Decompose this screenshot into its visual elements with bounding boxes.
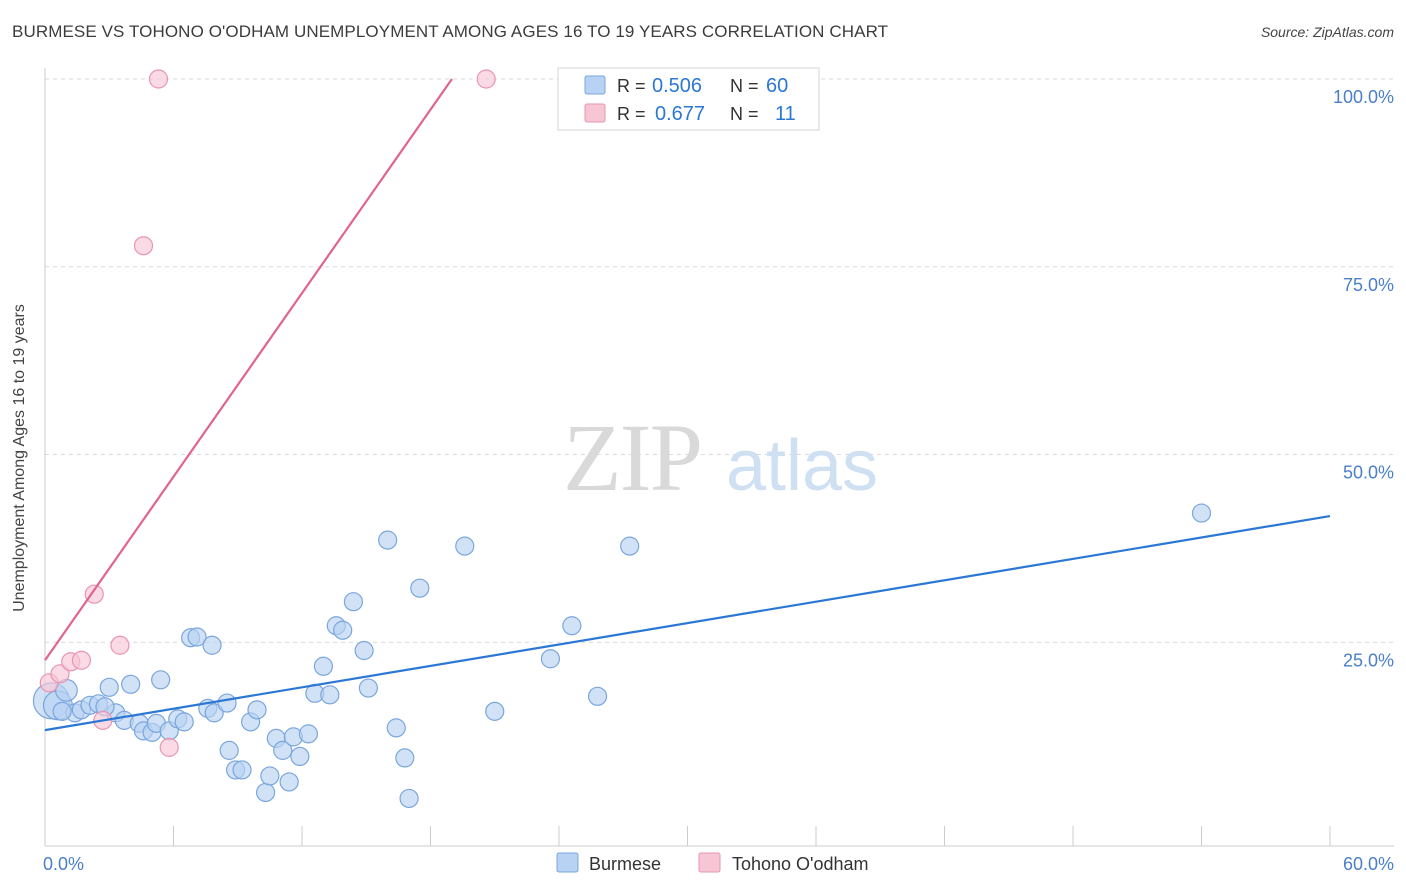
- legend-label-burmese[interactable]: Burmese: [589, 854, 661, 874]
- burmese-point: [99, 677, 119, 697]
- y-tick-label: 75.0%: [1343, 275, 1394, 295]
- stats-n-value-burmese: 60: [766, 75, 788, 97]
- burmese-point: [399, 788, 419, 809]
- tohono-point: [84, 584, 104, 604]
- trend-lines: [44, 78, 1331, 732]
- stats-r-value-burmese: 0.506: [652, 75, 702, 97]
- burmese-point: [410, 578, 430, 598]
- burmese-point: [273, 740, 293, 760]
- legend-label-tohono[interactable]: Tohono O'odham: [732, 854, 869, 874]
- burmese-point: [219, 740, 239, 760]
- burmese-point: [333, 620, 353, 640]
- burmese-point: [455, 536, 475, 556]
- tohono-point: [159, 737, 179, 757]
- burmese-point: [247, 700, 267, 720]
- burmese-point: [378, 530, 398, 550]
- burmese-point: [320, 685, 340, 705]
- burmese-point: [174, 712, 194, 732]
- burmese-point: [540, 649, 561, 669]
- burmese-point: [358, 678, 378, 698]
- tohono-point: [148, 69, 169, 89]
- burmese-point: [395, 748, 415, 768]
- watermark: ZIP atlas: [563, 404, 878, 511]
- tohono-point: [50, 664, 70, 684]
- stats-r-label-tohono: R =: [617, 104, 646, 124]
- stats-swatch-burmese: [584, 75, 606, 95]
- x-tick-label: 0.0%: [43, 854, 84, 874]
- stats-n-label-burmese: N =: [730, 76, 759, 96]
- burmese-point: [204, 703, 224, 723]
- burmese-point: [202, 635, 222, 655]
- burmese-point: [343, 592, 363, 612]
- tohono-point: [476, 69, 496, 89]
- burmese-point: [217, 693, 237, 713]
- trend-line-burmese: [44, 514, 1331, 732]
- source-label: Source: ZipAtlas.com: [1260, 24, 1394, 40]
- burmese-point: [1191, 503, 1212, 523]
- burmese-point: [562, 616, 582, 636]
- burmese-point: [279, 772, 299, 792]
- watermark-atlas: atlas: [726, 426, 878, 506]
- tohono-point: [71, 650, 92, 670]
- stats-r-value-tohono: 0.677: [655, 103, 705, 125]
- burmese-point: [587, 686, 608, 706]
- series-legend: Burmese Tohono O'odham: [556, 852, 869, 874]
- burmese-point: [620, 536, 640, 556]
- stats-n-label-tohono: N =: [730, 104, 759, 124]
- gridlines: [45, 78, 1394, 643]
- x-tick-labels: 0.0% 60.0%: [43, 854, 1394, 874]
- burmese-point: [290, 746, 310, 767]
- burmese-point: [260, 766, 280, 786]
- burmese-point: [298, 724, 319, 744]
- series-tohono: [39, 69, 496, 757]
- burmese-point: [485, 701, 505, 721]
- legend-swatch-tohono[interactable]: [698, 852, 721, 873]
- legend-swatch-burmese[interactable]: [556, 852, 579, 873]
- trend-line-tohono: [44, 78, 453, 661]
- chart-title: BURMESE VS TOHONO O'ODHAM UNEMPLOYMENT A…: [12, 22, 889, 41]
- burmese-point: [52, 701, 72, 721]
- burmese-point: [232, 760, 252, 780]
- y-tick-labels: 25.0% 50.0% 75.0% 100.0%: [1333, 87, 1394, 670]
- y-tick-label: 50.0%: [1343, 463, 1394, 483]
- burmese-point: [121, 674, 141, 694]
- stats-r-label-burmese: R =: [617, 76, 646, 96]
- burmese-point: [386, 718, 406, 738]
- burmese-point: [187, 627, 207, 647]
- stats-swatch-tohono: [584, 103, 606, 123]
- y-tick-label: 25.0%: [1343, 650, 1394, 670]
- watermark-zip: ZIP: [563, 404, 701, 511]
- burmese-point: [151, 670, 171, 690]
- y-tick-label: 100.0%: [1333, 87, 1394, 107]
- series-burmese: [32, 503, 1212, 809]
- burmese-point: [354, 640, 374, 661]
- burmese-point: [255, 782, 276, 803]
- stats-legend: R = 0.506 N = 60 R = 0.677 N = 11: [557, 67, 820, 131]
- x-tick-label: 60.0%: [1343, 854, 1394, 874]
- stats-n-value-tohono: 11: [775, 103, 796, 125]
- tohono-point: [133, 236, 154, 256]
- tohono-point: [110, 635, 130, 655]
- burmese-point: [313, 656, 334, 676]
